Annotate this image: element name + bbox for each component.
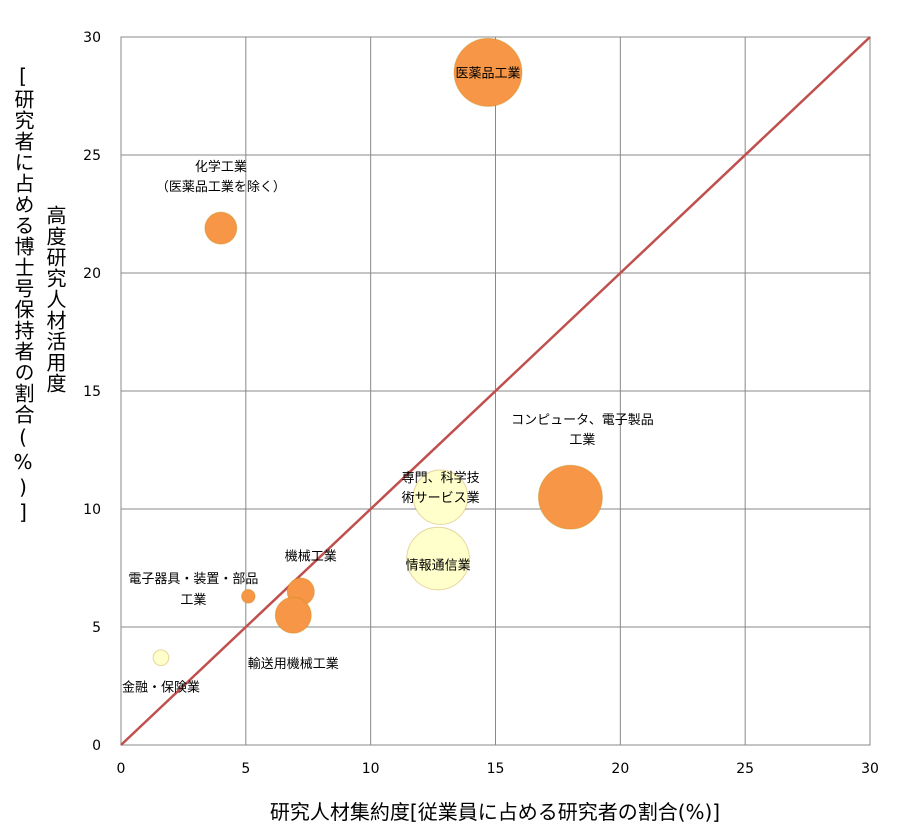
x-axis-ticks: 0 5 10 15 20 25 30	[117, 761, 879, 777]
bubble-label: 工業	[569, 432, 595, 448]
x-tick-label: 5	[241, 761, 250, 777]
y-tick-label: 5	[92, 620, 101, 636]
bubble-label: コンピュータ、電子製品	[511, 413, 654, 428]
bubble-label: 金融・保険業	[122, 680, 200, 696]
bubble	[406, 526, 470, 591]
bubble	[152, 649, 170, 666]
bubble-label: 医薬品工業	[456, 65, 521, 81]
bubble	[274, 596, 312, 634]
y-tick-label: 10	[83, 502, 101, 518]
y-tick-label: 15	[83, 384, 101, 400]
bubble-label: 情報通信業	[406, 558, 471, 574]
x-tick-label: 15	[487, 761, 505, 777]
bubble-label: 電子器具・装置・部品	[128, 572, 258, 587]
bubble	[204, 211, 238, 245]
x-tick-label: 10	[362, 761, 380, 777]
y-axis-label-line1: 高度研究人材活用度	[43, 205, 67, 394]
diagonal-reference-line	[120, 36, 871, 746]
bubble	[453, 37, 523, 107]
bubble	[412, 469, 469, 525]
x-tick-label: 30	[861, 761, 879, 777]
bubble-label: 術サービス業	[402, 490, 480, 506]
x-tick-label: 20	[611, 761, 629, 777]
y-axis-ticks: 0 5 10 15 20 25 30	[83, 30, 101, 754]
y-tick-label: 30	[83, 30, 101, 46]
x-axis-label: 研究人材集約度[従業員に占める研究者の割合(%)]	[269, 800, 721, 824]
bubble-labels: 医薬品工業化学工業（医薬品工業を除く）コンピュータ、電子製品工業専門、科学技術サ…	[122, 65, 654, 695]
bubble-label: 専門、科学技	[402, 470, 480, 486]
bubble-label: 化学工業	[195, 159, 247, 175]
y-tick-label: 25	[83, 148, 101, 164]
bubble	[537, 464, 603, 530]
bubble-label: 工業	[180, 592, 206, 608]
y-tick-label: 0	[92, 738, 101, 754]
bubble-label: （医薬品工業を除く）	[156, 179, 286, 195]
y-tick-label: 20	[83, 266, 101, 282]
bubble-label: 輸送用機械工業	[248, 656, 339, 672]
x-tick-label: 25	[736, 761, 754, 777]
bubbles	[152, 37, 603, 666]
bubble-label: 機械工業	[285, 549, 337, 565]
x-tick-label: 0	[117, 761, 126, 777]
bubble	[241, 589, 256, 604]
y-axis-label-line2: [研究者に占める博士号保持者の割合(%)]	[11, 64, 35, 525]
